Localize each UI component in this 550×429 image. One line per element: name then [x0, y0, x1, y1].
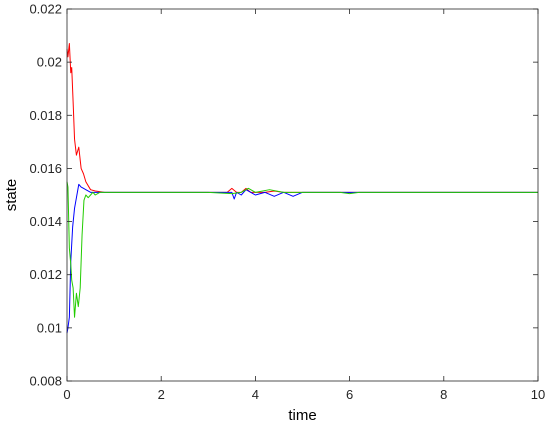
series-layer	[66, 43, 538, 334]
y-tick-label: 0.008	[29, 374, 62, 389]
x-tick-label: 0	[63, 387, 70, 402]
y-tick-label: 0.01	[37, 320, 62, 335]
x-tick-label: 4	[252, 387, 259, 402]
y-tick-label: 0.012	[29, 267, 62, 282]
y-axis: 0.008 0.01 0.012 0.014 0.016 0.018 0.02 0.022	[29, 2, 538, 389]
x-tick-label: 8	[440, 387, 447, 402]
y-tick-label: 0.02	[37, 55, 62, 70]
x-axis: 0 2 4 6 8 10	[63, 9, 545, 402]
y-tick-label: 0.018	[29, 108, 62, 123]
series-line-3	[66, 181, 538, 318]
y-tick-label: 0.014	[29, 214, 62, 229]
x-tick-label: 2	[158, 387, 165, 402]
y-axis-label: state	[3, 179, 20, 212]
y-tick-label: 0.022	[29, 2, 62, 17]
y-tick-label: 0.016	[29, 161, 62, 176]
x-tick-label: 6	[346, 387, 353, 402]
plot-frame	[66, 8, 539, 382]
x-tick-label: 10	[531, 387, 545, 402]
plot-area	[67, 9, 538, 381]
x-axis-label: time	[288, 407, 316, 424]
